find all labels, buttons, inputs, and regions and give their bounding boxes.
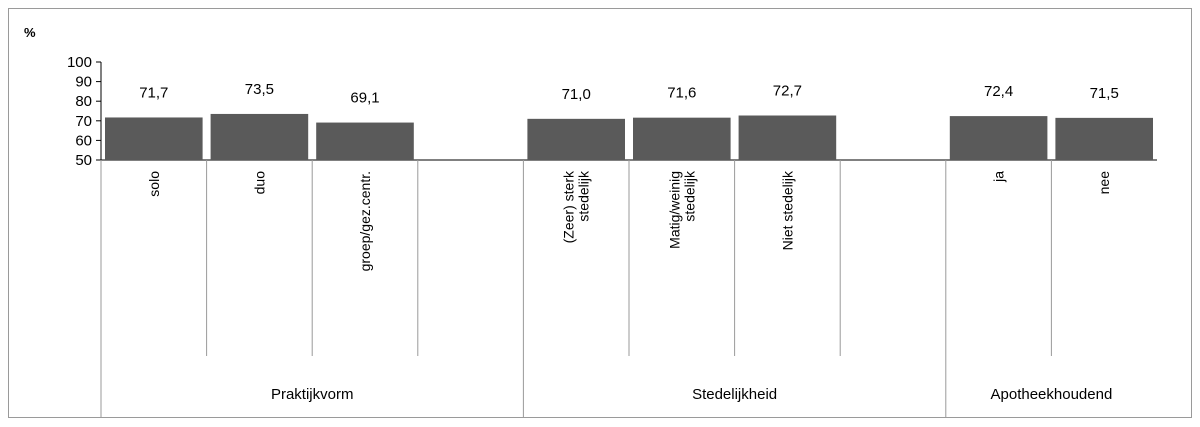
value-label-8: 72,4 [984,83,1013,100]
y-axis-label: % [24,25,36,40]
group-label-1: Stedelijkheid [692,386,777,403]
category-label-6: Niet stedelijk [779,170,795,250]
value-label-9: 71,5 [1090,85,1119,102]
bar-5 [633,117,731,160]
bar-6 [738,115,837,160]
value-label-6: 72,7 [773,83,802,100]
category-label-0: solo [146,171,162,197]
chart-frame: % 100 90 80 70 60 50 71,7 73,5 69,1 71,0 71,6 72,7 72… [8,8,1192,418]
category-label-5: Matig/weinig [666,171,682,249]
value-label-1: 73,5 [245,81,274,98]
value-label-4: 71,0 [562,86,591,103]
y-tick-label: 50 [75,152,92,169]
group-label-2: Apotheekhoudend [991,386,1113,403]
category-label-9: nee [1096,171,1112,195]
bar-9 [1055,117,1153,160]
value-label-0: 71,7 [139,84,168,101]
category-label-8: ja [991,171,1007,183]
category-label-5: stedelijk [681,170,697,222]
bar-1 [210,113,309,160]
bar-chart: % 100 90 80 70 60 50 71,7 73,5 69,1 71,0 71,6 72,7 72… [24,25,1157,417]
y-tick-label: 90 [75,74,92,91]
y-tick-label: 60 [75,132,92,149]
group-label-0: Praktijkvorm [271,386,354,403]
bar-8 [949,116,1048,160]
value-label-5: 71,6 [667,85,696,102]
bar-2 [316,122,414,160]
y-tick-label: 100 [67,54,92,71]
category-label-4: (Zeer) sterk [561,170,577,243]
category-label-4: stedelijk [576,170,592,222]
y-tick-label: 80 [75,93,92,110]
y-tick-label: 70 [75,113,92,130]
bar-0 [105,117,203,160]
bar-4 [527,118,625,160]
category-label-2: groep/gez.centr. [357,171,373,271]
category-label-1: duo [251,171,267,195]
value-label-2: 69,1 [350,90,379,107]
